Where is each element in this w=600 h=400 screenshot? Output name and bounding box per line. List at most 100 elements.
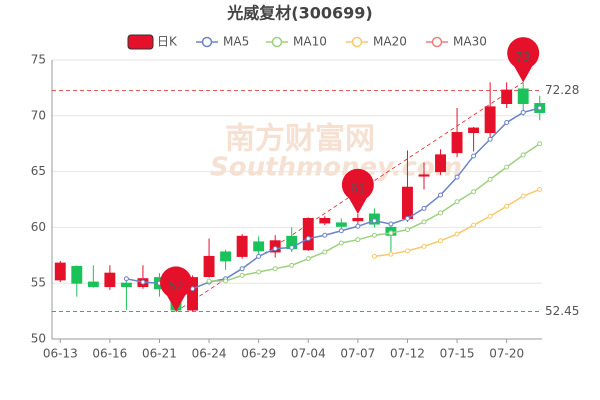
ma-point: [487, 176, 493, 182]
ma-point: [239, 266, 245, 272]
ma-point: [140, 279, 146, 285]
annotation: 73: [507, 37, 540, 83]
candle-body: [352, 217, 364, 222]
ma-point: [223, 278, 229, 284]
ma-point: [355, 237, 361, 243]
candle-body: [203, 255, 215, 278]
ma-point: [305, 236, 311, 242]
candle-body: [402, 186, 413, 219]
legend-swatch: [431, 36, 443, 48]
candle-body: [87, 281, 99, 288]
ma-point: [454, 174, 460, 180]
ma-point: [471, 153, 477, 159]
candle-body: [517, 88, 529, 105]
candle-body: [187, 277, 198, 311]
x-tick-label: 06-24: [192, 347, 227, 361]
legend-swatch: [351, 36, 363, 48]
ma-point: [537, 186, 543, 192]
candle-body: [451, 132, 463, 154]
ma-point: [537, 105, 543, 111]
candle-body: [484, 106, 496, 134]
annotation-pin: [507, 37, 540, 83]
ma-point: [520, 109, 526, 115]
ma-point: [537, 141, 543, 147]
ma-point: [454, 231, 460, 237]
ma-point: [504, 164, 510, 170]
legend-label: 日K: [157, 35, 178, 49]
ma-point: [520, 152, 526, 158]
legend-label: MA30: [453, 35, 487, 49]
candle-body: [319, 217, 331, 224]
ma-point: [123, 276, 129, 282]
ma-point: [388, 221, 394, 227]
x-tick-label: 07-07: [340, 347, 375, 361]
reference-label: 52.45: [545, 304, 579, 318]
ma-point: [438, 238, 444, 244]
ma-point: [438, 210, 444, 216]
x-tick-label: 07-15: [440, 347, 475, 361]
ma-point: [371, 253, 377, 259]
ma-point: [322, 249, 328, 255]
ma-point: [256, 253, 262, 259]
x-tick-label: 06-29: [241, 347, 276, 361]
ma-point: [355, 223, 361, 229]
ma-point: [371, 232, 377, 238]
ma-point: [421, 243, 427, 249]
legend-swatch: [201, 36, 213, 48]
legend-swatch: [127, 34, 154, 50]
annotation-label: 73: [516, 50, 531, 64]
y-tick-label: 75: [31, 53, 46, 67]
candle-body: [220, 251, 232, 262]
candle-body: [468, 127, 480, 134]
candle-body: [435, 154, 446, 173]
ma-point: [471, 222, 477, 228]
legend-label: MA20: [373, 35, 407, 49]
y-tick-label: 60: [31, 220, 46, 234]
ma-point: [322, 232, 328, 238]
ma-point: [305, 256, 311, 262]
candle-body: [335, 222, 347, 227]
x-tick-label: 06-16: [92, 347, 127, 361]
trend-line: [175, 81, 524, 312]
ma-point: [520, 193, 526, 199]
ma-point: [421, 205, 427, 211]
y-tick-label: 65: [31, 164, 46, 178]
candle-body: [71, 265, 83, 284]
reference-label: 72.28: [545, 83, 579, 97]
y-tick-label: 55: [31, 276, 46, 290]
annotation-label: 52: [168, 279, 183, 293]
candle-body: [54, 262, 66, 281]
y-tick-label: 50: [31, 332, 46, 346]
ma-point: [239, 272, 245, 278]
x-tick-label: 06-21: [142, 347, 177, 361]
ma-point: [487, 136, 493, 142]
annotation-pin: [341, 168, 374, 215]
candle-body: [236, 235, 248, 257]
ma-point: [371, 218, 377, 224]
ma-point: [338, 228, 344, 234]
ma-point: [454, 199, 460, 205]
candle-body: [104, 272, 116, 288]
legend-label: MA10: [293, 35, 327, 49]
ma-point: [438, 192, 444, 198]
watermark: 南方财富网: [225, 122, 375, 157]
ma-point: [504, 119, 510, 125]
annotation: 61: [341, 168, 374, 215]
ma-point: [388, 251, 394, 257]
ma-line: [126, 107, 540, 290]
ma-point: [289, 244, 295, 250]
x-tick-label: 07-20: [489, 347, 524, 361]
ma-point: [206, 278, 212, 284]
ma-point: [272, 246, 278, 252]
chart-title: 光威复材(300699): [226, 4, 372, 23]
x-tick-label: 07-12: [390, 347, 425, 361]
ma-point: [404, 215, 410, 221]
legend-label: MA5: [223, 35, 249, 49]
ma-point: [421, 219, 427, 225]
candle-body: [120, 282, 132, 288]
candle-body: [253, 241, 265, 252]
ma-point: [487, 213, 493, 219]
y-tick-label: 70: [31, 108, 46, 122]
candle-body: [501, 89, 513, 105]
